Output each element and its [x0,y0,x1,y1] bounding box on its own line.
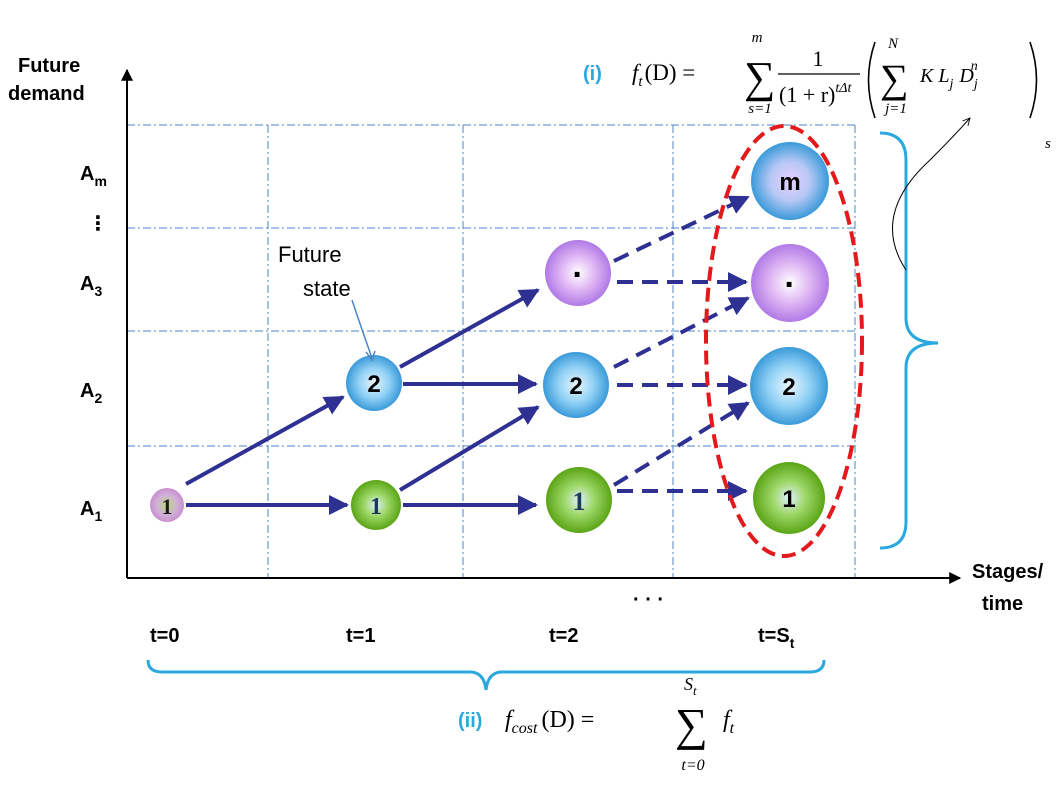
demand-level-label: A2 [80,380,102,406]
formula-i-sum2-top: N [887,36,899,52]
node-label: 2 [782,374,795,401]
stage-ellipsis: · · · [633,589,664,611]
node-tS-a2: 2 [750,347,828,425]
formula-i-frac-num: 1 [813,46,824,71]
node-label: 2 [367,371,380,398]
y-axis-label-line2: demand [8,83,85,105]
node-label: 1 [782,486,795,513]
node-label: m [779,169,800,196]
formula-ii-sum-bottom: t=0 [681,757,704,774]
stage-label: t=0 [150,625,179,647]
formula-i-outer-sub: s [1045,136,1051,152]
x-axis-label-line2: time [982,593,1023,615]
y-axis-label-line1: Future [18,55,80,77]
annotation-pointer [351,299,373,359]
stage-label: t=1 [346,625,375,647]
formula-i-frac-den: (1 + r)tΔt [779,81,852,107]
stage-labels: t=0 t=1 t=2 · · · t=St [150,589,795,651]
node-label: 1 [370,494,382,520]
formula-ii-tag: (ii) [458,710,482,732]
brace-to-formula-pointer [892,118,971,271]
formula-i-sum1-top: m [752,30,763,46]
node-tS-am: m [751,142,829,220]
formula-ii-sum-top: St [684,674,697,698]
formula-i: (i) ft(D) = ∑ m s=1 1 (1 + r)tΔt ∑ N j=1… [583,30,1051,152]
arrow-t1-1-to-t2-2 [398,405,540,492]
node-tS-a3: · [751,244,829,322]
formula-i-sum2-symbol: ∑ [880,56,909,101]
node-t1-a1: 1 [351,480,401,530]
transition-arrows-solid [185,288,540,515]
formula-i-sum2-bottom: j=1 [883,101,907,117]
demand-level-label: A3 [80,273,102,299]
node-t2-a2: 2 [543,352,609,418]
node-t2-a1: 1 [546,467,612,533]
node-label: · [572,256,583,294]
future-state-annotation: Future state [278,242,376,362]
formula-ii-sum-symbol: ∑ [675,699,708,750]
arrow-t2-2-to-tS-top [613,296,750,369]
arrow-t2-1-to-tS-2 [612,401,750,487]
demand-level-label: A1 [80,498,102,524]
x-axis-label-line1: Stages/ [972,561,1044,583]
stage-label: t=2 [549,625,578,647]
formula-i-sum1-bottom: s=1 [748,101,771,117]
formula-i-tag: (i) [583,63,602,85]
stage-label: t=St [758,625,795,651]
formula-ii: (ii) fcost (D) = ∑ St t=0 ft [458,674,735,774]
arrow-t0-1-to-t1-2 [185,395,345,486]
arrow-t2-top-to-tS-m [613,195,750,263]
node-t2-a3: · [545,240,611,306]
grid [127,124,856,578]
formula-i-left-paren [867,41,876,119]
node-label: 1 [573,487,586,516]
node-t0-a1: 1 [150,488,184,522]
formula-i-term: K Lj Djn [919,59,978,92]
formula-ii-lhs: fcost (D) = [505,707,594,737]
demand-level-labels: Am ⋮ A3 A2 A1 [80,163,108,524]
node-label: 1 [162,494,173,519]
formula-ii-rhs: ft [723,707,735,737]
final-stage-highlight-ellipse [704,124,864,558]
formula-i-lhs: ft(D) = [632,60,695,90]
annotation-line2: state [303,276,351,301]
demand-level-dots: ⋮ [88,213,108,235]
formula-i-sum1-symbol: ∑ [744,53,775,102]
node-label: 2 [569,373,582,400]
nodes: 1 2 1 · 2 1 m · [150,142,829,534]
node-label: · [784,266,795,304]
bottom-brace [146,659,826,691]
transition-arrows-dashed [612,195,750,501]
demand-level-label: Am [80,163,107,189]
node-t1-a2: 2 [346,355,402,411]
formula-i-right-paren [1029,41,1038,119]
arrow-t1-2-to-t2-top [399,288,540,369]
annotation-line1: Future [278,242,342,267]
node-tS-a1: 1 [753,462,825,534]
right-brace [879,131,939,550]
